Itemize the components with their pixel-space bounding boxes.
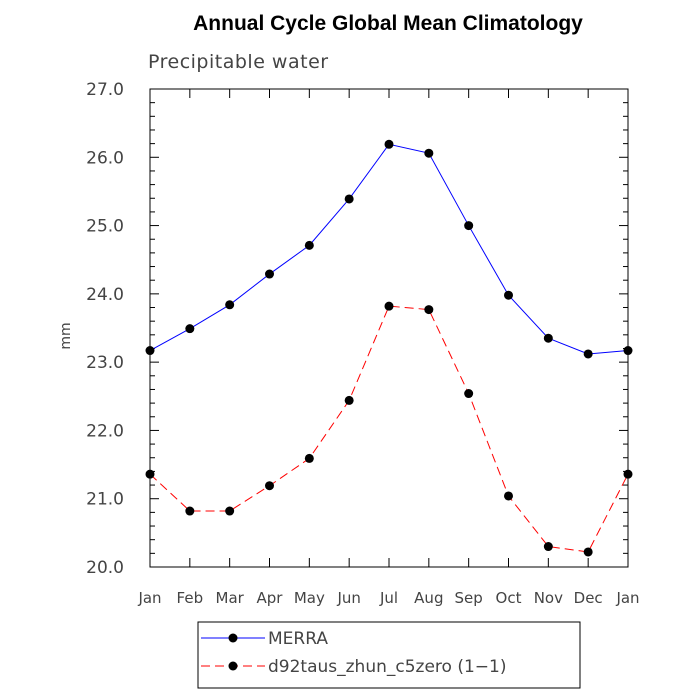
series-layer <box>145 139 633 557</box>
y-tick-label: 24.0 <box>86 285 124 305</box>
series-1-point <box>304 453 314 463</box>
x-tick-label: Mar <box>216 589 245 607</box>
series-1-point <box>583 547 593 557</box>
x-tick-label: Aug <box>414 589 443 607</box>
series-0-point <box>185 324 195 334</box>
x-tick-label: Sep <box>455 589 483 607</box>
series-0-point <box>225 300 235 310</box>
series-1-point <box>464 389 474 399</box>
series-0-point <box>623 346 633 356</box>
y-tick-label: 21.0 <box>86 490 124 510</box>
series-0-point <box>344 194 354 204</box>
x-tick-label: Apr <box>257 589 284 607</box>
series-1-point <box>265 481 274 491</box>
series-0-point <box>384 139 394 149</box>
x-tick-label: Dec <box>574 589 603 607</box>
x-tick-label: Feb <box>177 589 204 607</box>
x-tick-label: Jan <box>137 589 161 607</box>
legend-marker-d92taus <box>228 661 238 671</box>
x-tick-label: Nov <box>534 589 563 607</box>
series-0-point <box>583 349 593 359</box>
x-tick-label: Jun <box>336 589 360 607</box>
y-tick-label: 20.0 <box>86 558 124 578</box>
legend-label-merra: MERRA <box>268 629 328 649</box>
y-tick-label: 22.0 <box>86 421 124 441</box>
series-1-point <box>185 506 195 516</box>
y-tick-label: 23.0 <box>86 353 124 373</box>
series-0-point <box>504 290 513 300</box>
x-tick-label: Jul <box>379 589 398 607</box>
series-1-point <box>623 469 633 479</box>
series-0-point <box>265 269 274 279</box>
chart-title: Annual Cycle Global Mean Climatology <box>193 12 583 35</box>
y-axis-label: mm <box>58 322 74 349</box>
series-1-point <box>145 469 155 479</box>
legend-label-d92taus: d92taus_zhun_c5zero (1−1) <box>268 657 507 677</box>
series-0-point <box>424 148 434 158</box>
legend: MERRA d92taus_zhun_c5zero (1−1) <box>197 621 581 689</box>
series-1-point <box>344 395 354 405</box>
tick-marks <box>149 88 629 568</box>
legend-marker-merra <box>228 633 238 643</box>
series-line-0 <box>149 143 629 355</box>
series-0-point <box>304 240 314 250</box>
series-0-point <box>464 221 474 231</box>
series-line-1 <box>149 305 629 553</box>
plot-frame <box>149 88 629 568</box>
x-tick-label: Oct <box>496 589 522 607</box>
series-1-point <box>225 506 235 516</box>
series-1-point <box>384 301 394 311</box>
series-1-point <box>543 542 553 552</box>
x-tick-labels: Jan Feb Mar Apr May Jun Jul Aug Sep Oct Nov Dec Jan <box>137 589 639 607</box>
series-0-point <box>145 346 155 356</box>
series-1-point <box>424 305 434 315</box>
series-1-point <box>504 491 513 501</box>
x-tick-label: Jan <box>615 589 639 607</box>
chart-subtitle: Precipitable water <box>148 51 329 73</box>
legend-box <box>197 621 581 689</box>
y-tick-label: 25.0 <box>86 217 124 237</box>
y-tick-label: 27.0 <box>86 80 124 100</box>
series-0-point <box>543 333 553 343</box>
x-tick-label: May <box>294 589 325 607</box>
y-tick-labels: 20.0 21.0 22.0 23.0 24.0 25.0 26.0 27.0 <box>86 80 124 578</box>
y-tick-label: 26.0 <box>86 148 124 168</box>
